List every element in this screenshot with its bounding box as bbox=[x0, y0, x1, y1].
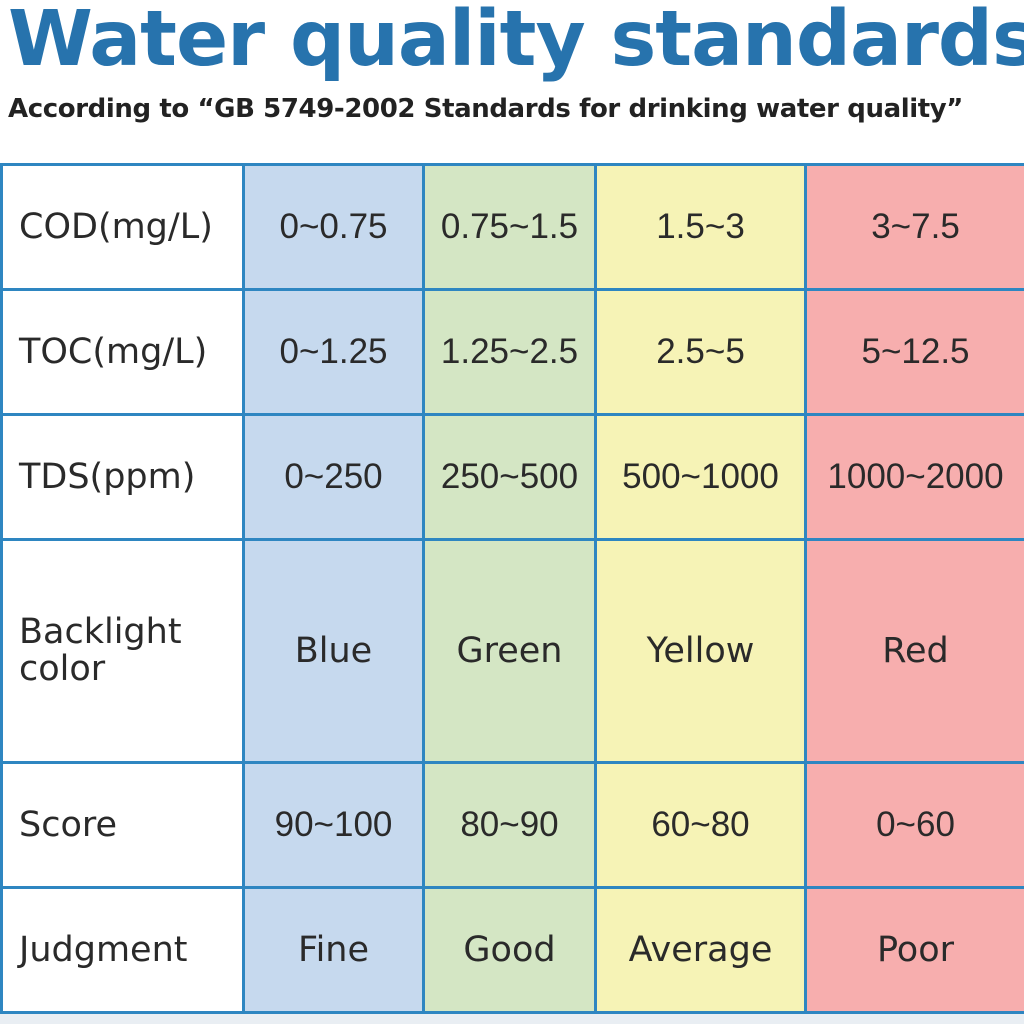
cell-toc-blue: 0~1.25 bbox=[242, 288, 425, 417]
cell-backlight-yellow: Yellow bbox=[594, 538, 807, 764]
table-row-toc: TOC(mg/L) 0~1.25 1.25~2.5 2.5~5 5~12.5 bbox=[0, 288, 1024, 417]
cell-judgment-yellow: Average bbox=[594, 885, 807, 1015]
cell-cod-blue: 0~0.75 bbox=[242, 162, 425, 292]
row-label-backlight: Backlight color bbox=[0, 538, 245, 764]
cell-tds-green: 250~500 bbox=[422, 413, 597, 542]
cell-backlight-green: Green bbox=[422, 538, 597, 764]
table-row-tds: TDS(ppm) 0~250 250~500 500~1000 1000~200… bbox=[0, 413, 1024, 542]
cell-toc-red: 5~12.5 bbox=[804, 288, 1024, 417]
cell-judgment-blue: Fine bbox=[242, 885, 425, 1015]
cell-judgment-red: Poor bbox=[804, 885, 1024, 1015]
cell-score-yellow: 60~80 bbox=[594, 760, 807, 889]
standards-table: COD(mg/L) 0~0.75 0.75~1.5 1.5~3 3~7.5 TO… bbox=[0, 162, 1024, 1015]
table-row-cod: COD(mg/L) 0~0.75 0.75~1.5 1.5~3 3~7.5 bbox=[0, 162, 1024, 292]
cell-cod-yellow: 1.5~3 bbox=[594, 162, 807, 292]
page-subtitle: According to “GB 5749-2002 Standards for… bbox=[8, 94, 963, 124]
cell-toc-yellow: 2.5~5 bbox=[594, 288, 807, 417]
row-label-cod: COD(mg/L) bbox=[0, 162, 245, 292]
cell-score-red: 0~60 bbox=[804, 760, 1024, 889]
cell-score-green: 80~90 bbox=[422, 760, 597, 889]
cell-tds-yellow: 500~1000 bbox=[594, 413, 807, 542]
table-row-judgment: Judgment Fine Good Average Poor bbox=[0, 885, 1024, 1015]
table-row-score: Score 90~100 80~90 60~80 0~60 bbox=[0, 760, 1024, 889]
row-label-score: Score bbox=[0, 760, 245, 889]
row-label-judgment: Judgment bbox=[0, 885, 245, 1015]
cell-tds-red: 1000~2000 bbox=[804, 413, 1024, 542]
cell-toc-green: 1.25~2.5 bbox=[422, 288, 597, 417]
cell-backlight-blue: Blue bbox=[242, 538, 425, 764]
cell-score-blue: 90~100 bbox=[242, 760, 425, 889]
row-label-toc: TOC(mg/L) bbox=[0, 288, 245, 417]
cell-judgment-green: Good bbox=[422, 885, 597, 1015]
cell-cod-red: 3~7.5 bbox=[804, 162, 1024, 292]
table-row-backlight: Backlight color Blue Green Yellow Red bbox=[0, 538, 1024, 764]
page-title: Water quality standards bbox=[8, 0, 1024, 84]
cell-backlight-red: Red bbox=[804, 538, 1024, 764]
row-label-tds: TDS(ppm) bbox=[0, 413, 245, 542]
bottom-edge-strip bbox=[0, 1014, 1024, 1024]
cell-tds-blue: 0~250 bbox=[242, 413, 425, 542]
cell-cod-green: 0.75~1.5 bbox=[422, 162, 597, 292]
